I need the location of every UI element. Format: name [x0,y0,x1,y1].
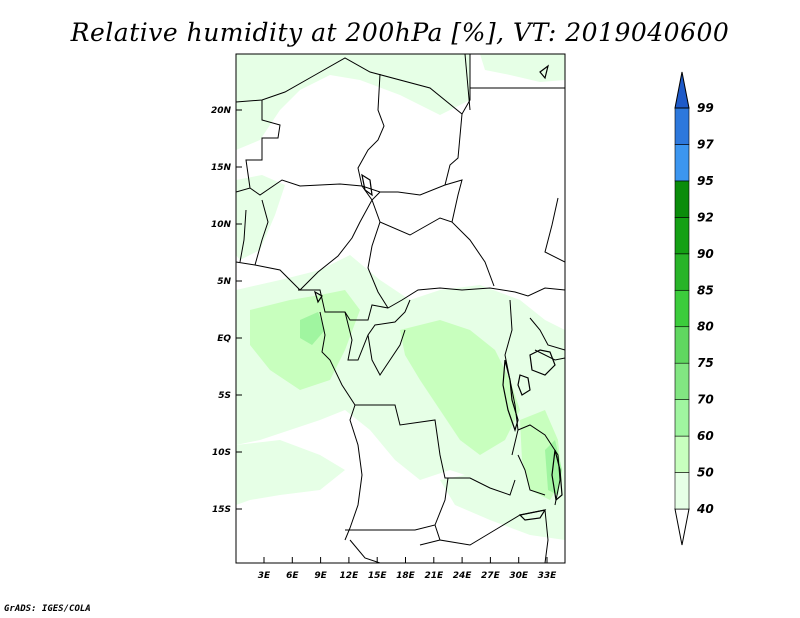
colorbar-label: 95 [697,174,714,188]
colorbar-label: 40 [696,502,714,516]
colorbar-label: 50 [697,466,714,480]
colorbar-segment [674,217,690,255]
border-line [245,100,281,189]
border-line [319,311,516,496]
colorbar-label: 75 [697,356,714,370]
lon-tick-label: 18E [396,571,416,581]
border-line [419,539,441,546]
humidity-patch [236,440,345,505]
colorbar-label: 97 [697,137,714,151]
lat-tick-label: EQ [217,334,231,344]
credit-label: GrADS: IGES/COLA [4,604,91,614]
colorbar-label: 99 [697,101,714,115]
colorbar-label: 90 [697,247,714,261]
border-line [464,54,471,111]
lat-tick-label: 5S [218,391,231,401]
longitude-axis: 3E 6E 9E 12E 15E 18E 21E 24E 27E 30E 33E [258,557,557,581]
latitude-axis: 20N 15N 10N 5N EQ 5S 10S 15S [211,106,242,515]
border-line [236,191,381,291]
lake-outline [529,349,556,376]
border-line [529,317,565,351]
border-line [379,217,495,287]
lon-tick-label: 24E [453,571,473,581]
colorbar-segment [674,472,690,510]
humidity-patch [480,54,565,82]
border-line [544,509,549,563]
humidity-shading [236,54,565,540]
colorbar-segment [674,399,690,437]
lon-tick-label: 12E [340,571,360,581]
lon-tick-label: 15E [368,571,388,581]
lake-outline [518,509,547,521]
colorbar-segment [674,71,690,109]
lon-tick-label: 9E [314,571,327,581]
colorbar-segment [674,508,690,546]
border-line [517,454,546,496]
lat-tick-label: 20N [211,106,232,116]
humidity-patch [236,175,285,260]
border-line [254,199,269,266]
colorbar-segment [674,107,690,145]
lake-outline [551,449,563,502]
plot-frame [235,53,566,564]
lake-outline [517,374,531,396]
lat-tick-label: 5N [217,277,231,287]
colorbar-label: 92 [697,210,714,224]
lakes [313,64,563,521]
colorbar-segment [674,362,690,400]
colorbar-segment [674,144,690,182]
lake-outline [539,64,549,80]
border-line [517,424,561,506]
lat-tick-label: 15S [212,505,231,515]
colorbar-label: 85 [697,283,714,297]
humidity-patch [236,54,470,150]
border-line [298,289,389,321]
colorbar-label: 70 [697,393,714,407]
border-line [534,349,565,361]
border-line [236,54,471,115]
humidity-patch [400,320,520,455]
colorbar-segment [674,289,690,328]
border-line [361,185,565,309]
colorbar: 40 50 60 70 75 80 85 90 92 95 97 99 [674,71,714,546]
humidity-patch [300,312,325,345]
lat-tick-label: 10S [212,448,231,458]
lon-tick-label: 30E [509,571,529,581]
lat-tick-label: 15N [211,163,232,173]
colorbar-label: 60 [697,429,714,443]
lake-outline [502,359,519,432]
lake-outline [313,290,323,304]
border-line [239,209,247,263]
border-line [544,197,565,263]
lat-tick-label: 10N [211,220,232,230]
colorbar-label: 80 [697,320,714,334]
border-line [344,404,363,541]
lon-tick-label: 33E [538,571,558,581]
border-line [367,329,406,376]
border-line [444,179,463,223]
lon-tick-label: 27E [481,571,501,581]
colorbar-segment [674,180,690,218]
lake-outline [361,173,373,197]
colorbar-segment [674,435,690,473]
chart-title: Relative humidity at 200hPa [%], VT: 201… [70,18,730,47]
country-borders [236,54,565,563]
border-line [349,539,381,563]
lon-tick-label: 6E [286,571,299,581]
colorbar-segment [674,326,690,364]
lon-tick-label: 21E [424,571,444,581]
border-line [345,477,449,531]
lon-tick-label: 3E [258,571,271,581]
colorbar-segment [674,253,690,291]
